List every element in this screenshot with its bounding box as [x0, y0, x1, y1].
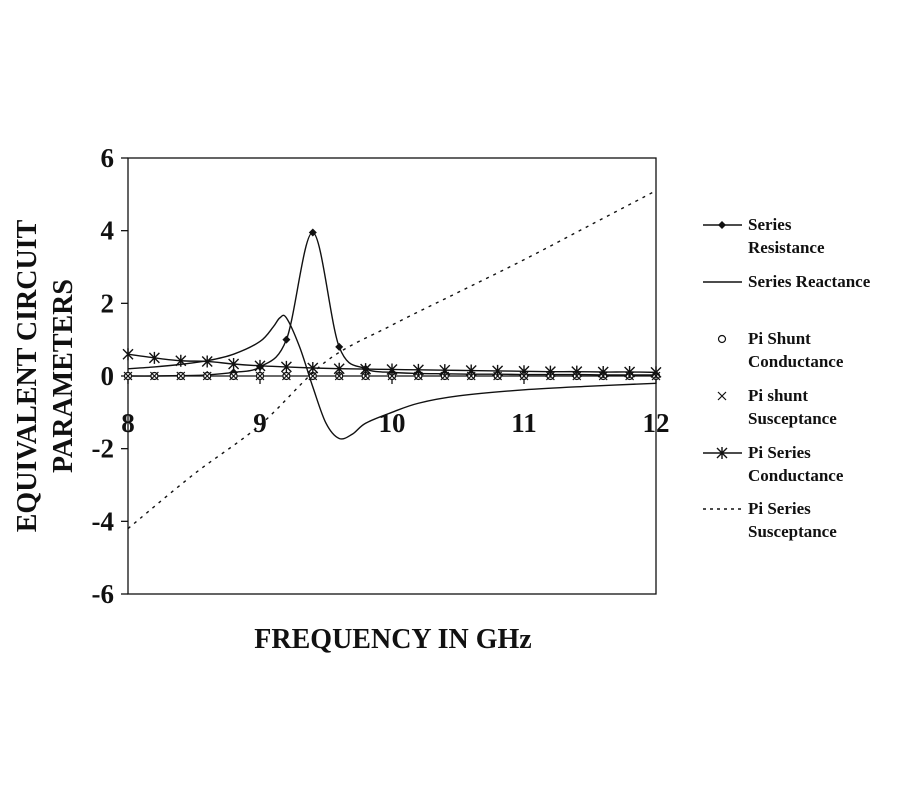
x-marker — [308, 371, 318, 381]
x-marker — [281, 371, 291, 381]
series-line — [127, 231, 656, 377]
x-axis-label: FREQUENCY IN GHz — [254, 624, 531, 655]
legend: Series Resistance Series Reactance Pi Shunt… — [703, 215, 871, 541]
legend-label: Pi Shunt — [748, 329, 811, 348]
star-marker — [544, 365, 556, 378]
x-marker — [176, 371, 186, 381]
legend-item-pi-shunt-conductance: Pi Shunt Conductance — [717, 329, 844, 371]
y-tick-label: 0 — [101, 361, 115, 391]
y-tick-label: 6 — [101, 143, 115, 173]
star-marker — [716, 447, 728, 459]
plot-area — [122, 190, 662, 530]
legend-label: Series Reactance — [748, 272, 871, 291]
legend-item-pi-series-susceptance: Pi Series Susceptance — [703, 499, 837, 541]
star-marker — [518, 365, 530, 378]
x-marker — [229, 371, 239, 381]
x-marker — [202, 371, 212, 381]
legend-label: Conductance — [748, 352, 844, 371]
x-marker — [387, 371, 397, 381]
x-marker — [123, 371, 133, 381]
star-marker — [439, 364, 451, 377]
series-pi-series-susceptance — [127, 190, 657, 530]
diamond-marker — [282, 335, 291, 344]
y-axis-label-line-1: EQUIVALENT CIRCUIT — [12, 219, 43, 532]
star-marker — [624, 366, 636, 379]
y-tick-label: -6 — [92, 579, 115, 609]
y-axis-label-line-2: PARAMETERS — [48, 279, 79, 473]
legend-label: Susceptance — [748, 522, 837, 541]
star-marker — [201, 355, 213, 368]
legend-label: Resistance — [748, 238, 825, 257]
legend-label: Susceptance — [748, 409, 837, 428]
circle-marker — [717, 334, 727, 344]
y-tick-label: -2 — [92, 434, 115, 464]
legend-item-pi-shunt-susceptance: Pi shunt Susceptance — [717, 386, 837, 428]
legend-item-series-reactance: Series Reactance — [703, 272, 871, 291]
star-marker — [175, 354, 187, 367]
star-marker — [465, 364, 477, 377]
star-marker — [280, 360, 292, 373]
diamond-marker — [308, 228, 317, 237]
series-series-resistance — [124, 228, 660, 380]
x-marker — [255, 371, 265, 381]
star-marker — [333, 362, 345, 375]
y-tick-label: -4 — [92, 506, 115, 536]
star-marker — [650, 366, 662, 379]
legend-item-series-resistance: Series Resistance — [703, 215, 825, 257]
legend-label: Pi shunt — [748, 386, 808, 405]
x-tick-label: 11 — [511, 408, 537, 438]
legend-item-pi-series-conductance: Pi Series Conductance — [703, 443, 844, 485]
legend-label: Series — [748, 215, 792, 234]
star-marker — [597, 366, 609, 379]
star-marker — [386, 363, 398, 376]
x-marker — [361, 371, 371, 381]
diamond-marker — [335, 342, 344, 351]
star-marker — [228, 358, 240, 371]
series-pi-series-conductance — [122, 348, 662, 379]
diamond-marker — [718, 221, 726, 229]
star-marker — [492, 364, 504, 377]
x-marker — [149, 371, 159, 381]
star-marker — [122, 348, 134, 361]
y-tick-label: 2 — [101, 288, 115, 318]
x-marker — [717, 391, 727, 401]
legend-label: Conductance — [748, 466, 844, 485]
star-marker — [412, 363, 424, 376]
series-line — [127, 190, 657, 530]
x-tick-label: 9 — [253, 408, 267, 438]
star-marker — [360, 363, 372, 376]
y-tick-label: 4 — [101, 216, 115, 246]
legend-label: Pi Series — [748, 499, 811, 518]
star-marker — [254, 359, 266, 372]
series-line — [127, 314, 657, 440]
star-marker — [571, 365, 583, 378]
x-marker — [334, 371, 344, 381]
star-marker — [148, 351, 160, 364]
x-tick-label: 8 — [121, 408, 135, 438]
series-series-reactance — [127, 314, 657, 440]
legend-label: Pi Series — [748, 443, 811, 462]
x-tick-label: 12 — [643, 408, 670, 438]
